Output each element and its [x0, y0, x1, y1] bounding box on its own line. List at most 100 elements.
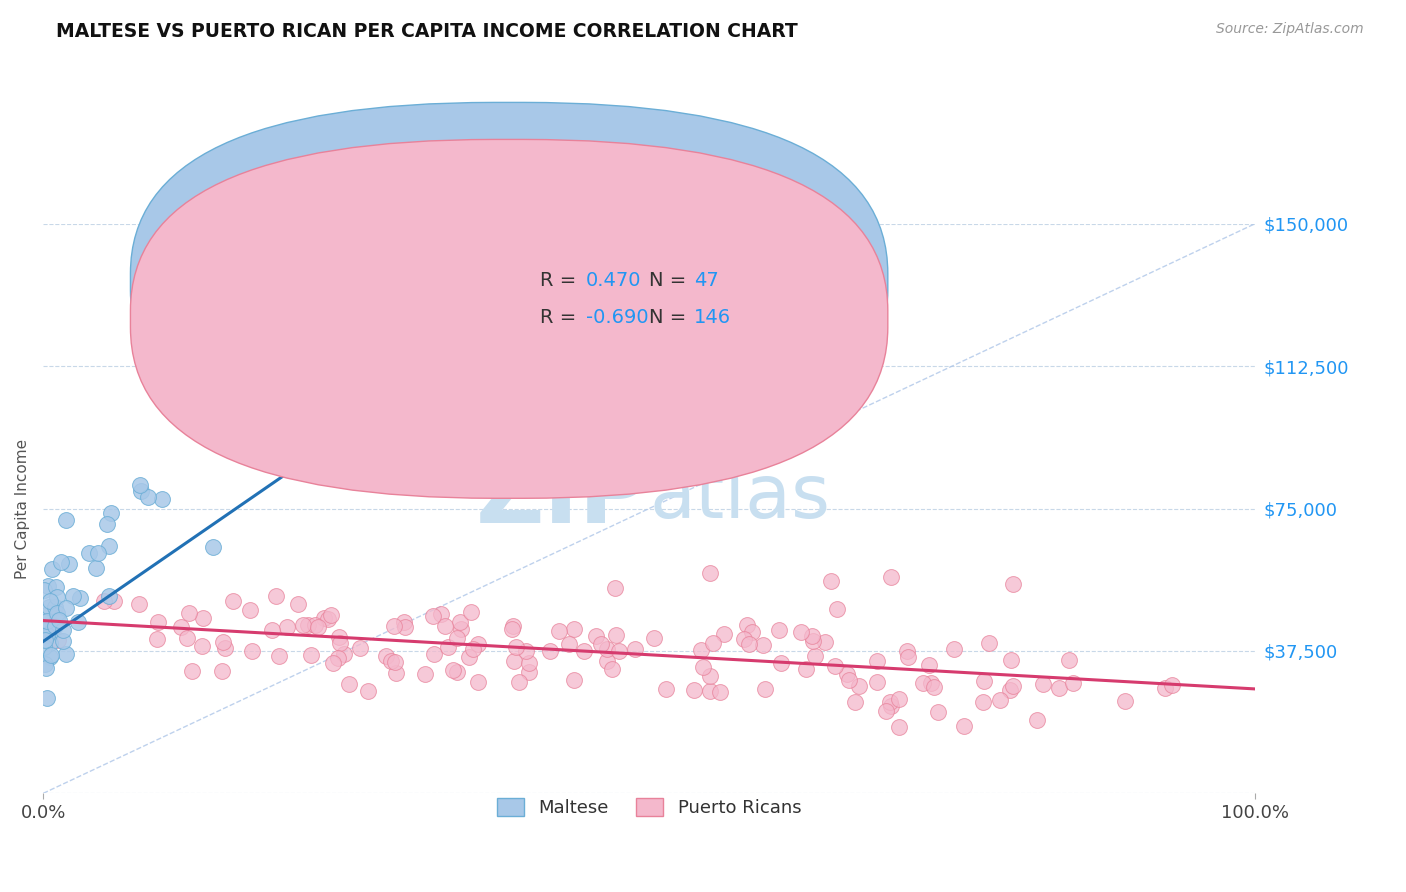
Text: atlas: atlas	[650, 460, 830, 533]
Point	[709, 685, 731, 699]
Point	[1001, 577, 1024, 591]
Point	[430, 607, 453, 621]
Legend: Maltese, Puerto Ricans: Maltese, Puerto Ricans	[489, 790, 808, 824]
Point	[260, 623, 283, 637]
Point	[889, 720, 911, 734]
Point	[896, 643, 918, 657]
Point	[897, 650, 920, 665]
Point	[463, 642, 485, 657]
Point	[547, 624, 569, 639]
Text: -0.690: -0.690	[586, 309, 648, 327]
Point	[596, 654, 619, 668]
Point	[1057, 652, 1080, 666]
Point	[607, 643, 630, 657]
Point	[918, 658, 941, 673]
Point	[1032, 677, 1054, 691]
Point	[96, 517, 118, 532]
Point	[337, 677, 360, 691]
Point	[952, 719, 974, 733]
Point	[52, 623, 75, 637]
Point	[585, 629, 607, 643]
Point	[682, 683, 704, 698]
Point	[34, 640, 56, 654]
Point	[790, 625, 813, 640]
Point	[357, 683, 380, 698]
Y-axis label: Per Capita Income: Per Capita Income	[15, 439, 30, 579]
Point	[457, 649, 479, 664]
Text: R =: R =	[540, 309, 582, 327]
Point	[35, 661, 58, 675]
Point	[44, 618, 66, 632]
Point	[37, 691, 59, 706]
Point	[44, 600, 66, 615]
Text: 0.470: 0.470	[586, 271, 641, 290]
Point	[38, 593, 60, 607]
Point	[35, 614, 58, 628]
Point	[1161, 678, 1184, 692]
Point	[176, 632, 198, 646]
Point	[46, 633, 69, 648]
Point	[191, 640, 214, 654]
Point	[794, 662, 817, 676]
Point	[998, 683, 1021, 698]
Point	[177, 606, 200, 620]
Point	[572, 644, 595, 658]
Point	[316, 612, 339, 626]
Point	[34, 623, 56, 637]
Point	[437, 640, 460, 654]
Point	[824, 658, 846, 673]
Point	[193, 611, 215, 625]
Point	[276, 620, 298, 634]
Point	[38, 599, 60, 614]
Point	[838, 673, 860, 688]
Point	[150, 492, 173, 507]
Point	[201, 540, 224, 554]
Point	[769, 656, 792, 670]
Point	[129, 484, 152, 499]
Point	[502, 619, 524, 633]
Point	[100, 506, 122, 520]
Point	[385, 665, 408, 680]
Point	[446, 665, 468, 680]
Text: Source: ZipAtlas.com: Source: ZipAtlas.com	[1216, 22, 1364, 37]
Point	[880, 570, 903, 584]
Point	[972, 695, 994, 709]
Point	[875, 704, 897, 718]
Point	[1062, 676, 1084, 690]
Text: R =: R =	[540, 271, 582, 290]
Point	[911, 675, 934, 690]
Point	[222, 594, 245, 608]
Point	[146, 632, 169, 646]
Point	[55, 513, 77, 527]
Point	[979, 636, 1001, 650]
Point	[848, 680, 870, 694]
Point	[733, 632, 755, 647]
Point	[441, 663, 464, 677]
Point	[66, 615, 89, 630]
FancyBboxPatch shape	[131, 139, 887, 499]
Point	[38, 649, 60, 664]
Point	[380, 654, 402, 668]
Point	[239, 603, 262, 617]
Point	[34, 657, 56, 671]
Point	[45, 610, 67, 624]
Point	[804, 649, 827, 664]
Point	[433, 619, 456, 633]
Point	[211, 664, 233, 678]
Point	[562, 673, 585, 688]
Point	[307, 620, 329, 634]
Point	[467, 637, 489, 651]
Point	[600, 662, 623, 676]
Text: N =: N =	[650, 271, 693, 290]
Point	[242, 643, 264, 657]
Point	[287, 597, 309, 611]
Point	[558, 636, 581, 650]
Point	[212, 635, 235, 649]
Point	[422, 609, 444, 624]
Point	[382, 619, 405, 633]
Point	[374, 648, 396, 663]
Point	[37, 628, 59, 642]
Point	[328, 630, 350, 644]
Point	[55, 601, 77, 615]
Point	[423, 647, 446, 661]
